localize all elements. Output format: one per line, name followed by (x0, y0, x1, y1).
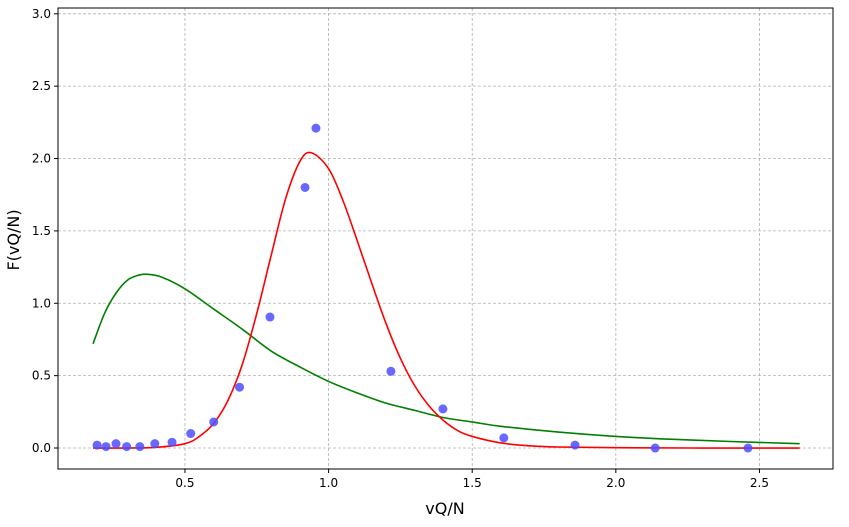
x-tick-label: 1.0 (319, 476, 338, 490)
data-point (300, 182, 310, 192)
data-point (235, 382, 245, 392)
data-point (135, 442, 145, 452)
y-tick-label: 0.5 (32, 369, 51, 383)
data-point (167, 437, 177, 447)
data-point (111, 439, 121, 449)
x-axis-label: vQ/N (425, 499, 464, 518)
data-point (265, 312, 275, 322)
data-point (122, 442, 132, 452)
data-point (101, 442, 111, 452)
y-tick-label: 2.5 (32, 79, 51, 93)
plot-area (92, 123, 800, 453)
y-axis-ticks: 0.0 0.5 1.0 1.5 2.0 2.5 3.0 (32, 7, 58, 455)
y-tick-label: 0.0 (32, 441, 51, 455)
x-tick-label: 1.5 (463, 476, 482, 490)
data-point (438, 404, 448, 414)
data-point (386, 366, 396, 376)
data-point (499, 433, 509, 443)
y-tick-label: 1.5 (32, 224, 51, 238)
x-tick-label: 2.0 (606, 476, 625, 490)
data-point (650, 443, 660, 453)
data-point (743, 443, 753, 453)
data-points (92, 123, 753, 453)
data-point (570, 440, 580, 450)
y-tick-label: 3.0 (32, 7, 51, 21)
fit-green-line (92, 273, 800, 445)
y-tick-label: 2.0 (32, 152, 51, 166)
data-point (311, 123, 321, 133)
gridlines (58, 8, 833, 469)
x-axis-ticks: 0.5 1.0 1.5 2.0 2.5 (175, 469, 769, 490)
x-tick-label: 0.5 (175, 476, 194, 490)
data-point (92, 440, 102, 450)
x-tick-label: 2.5 (750, 476, 769, 490)
axes-frame (57, 7, 834, 470)
data-point (209, 417, 219, 427)
data-point (186, 429, 196, 439)
y-tick-label: 1.0 (32, 296, 51, 310)
y-axis-label: F(vQ/N) (4, 209, 23, 270)
data-point (150, 439, 160, 449)
